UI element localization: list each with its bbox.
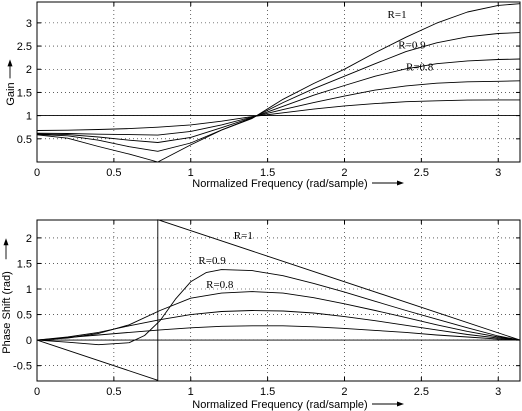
curve-annotation: R=0.9: [198, 255, 226, 267]
y-tick-label: 1: [26, 111, 32, 123]
y-tick-label: -0.5: [13, 361, 32, 373]
curve-annotation: R=1: [234, 230, 253, 242]
y-axis-label: Phase Shift (rad): [1, 271, 13, 354]
x-tick-label: 0: [34, 167, 40, 179]
x-tick-label: 2.5: [414, 386, 429, 398]
y-axis-arrowhead: [3, 238, 9, 246]
plot-frame: [36, 219, 521, 382]
y-tick-label: 1: [26, 284, 32, 296]
series-line-5: [36, 99, 520, 131]
y-tick-label: 2.5: [17, 41, 32, 53]
y-tick-label: 2: [26, 64, 32, 76]
x-axis-arrowhead: [397, 401, 404, 407]
x-axis-arrowhead: [397, 180, 404, 186]
series-line-1: [36, 219, 521, 381]
series-line-5: [36, 325, 521, 341]
y-axis-arrowhead: [7, 59, 13, 67]
y-tick-label: 1.5: [17, 258, 32, 270]
y-tick-label: 2: [26, 233, 32, 245]
series-line-4: [36, 310, 521, 341]
curve-annotation: R=1: [388, 9, 407, 21]
x-tick-label: 0: [34, 386, 40, 398]
curve-annotation: R=0.8: [406, 62, 434, 74]
curve-annotation: R=0.8: [206, 279, 234, 291]
x-tick-label: 1: [188, 167, 194, 179]
plot-frame: [36, 1, 521, 163]
x-tick-label: 1.5: [260, 167, 275, 179]
x-axis-label: Normalized Frequency (rad/sample): [192, 399, 367, 411]
curve-annotation: R=0.9: [398, 39, 426, 51]
x-axis-label: Normalized Frequency (rad/sample): [192, 178, 367, 190]
y-tick-label: 0: [26, 335, 32, 347]
series-line-3: [36, 58, 521, 143]
y-axis-label: Gain: [5, 82, 17, 105]
series-line-4: [36, 80, 521, 136]
x-tick-label: 1.5: [260, 386, 275, 398]
series-line-1: [36, 3, 521, 163]
x-tick-label: 3: [495, 386, 501, 398]
y-tick-label: 1.5: [17, 87, 32, 99]
y-tick-label: 3: [26, 18, 32, 30]
y-tick-label: 0.5: [17, 134, 32, 146]
y-tick-label: 0.5: [17, 310, 32, 322]
series-line-2: [36, 269, 521, 346]
x-tick-label: 2.5: [414, 167, 429, 179]
x-tick-label: 1: [188, 386, 194, 398]
x-tick-label: 3: [495, 167, 501, 179]
x-tick-label: 2: [341, 386, 347, 398]
x-tick-label: 0.5: [106, 167, 121, 179]
x-tick-label: 2: [341, 167, 347, 179]
x-tick-label: 0.5: [106, 386, 121, 398]
chart-panel-1: 0 0.5 1 1.5 2 2.5 3 0.5 1 1.5 2 2.5 3 Normalized Freq…: [5, 1, 521, 190]
series-line-2: [36, 32, 521, 152]
